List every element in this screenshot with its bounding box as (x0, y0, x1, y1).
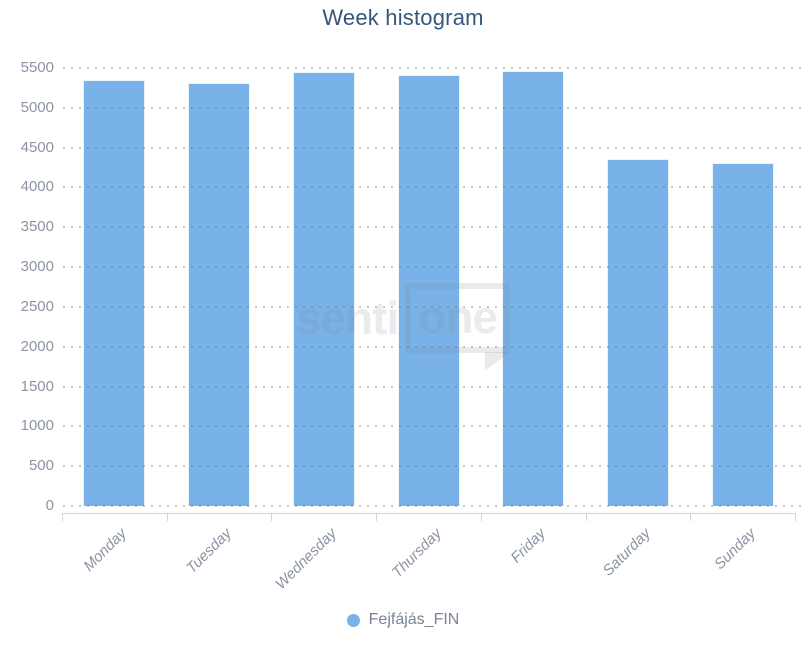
x-axis-label-saturday: Saturday (599, 525, 655, 580)
bar-wednesday[interactable] (293, 71, 355, 506)
gridline-1000 (63, 425, 802, 428)
y-axis-label-1500: 1500 (20, 377, 54, 395)
y-axis-label-4500: 4500 (20, 138, 54, 156)
legend-label: Fejfájás_FIN (368, 611, 460, 628)
x-axis-tick (271, 513, 272, 521)
gridline-0 (63, 505, 802, 507)
bar-saturday[interactable] (607, 159, 669, 506)
x-axis-label-tuesday: Tuesday (183, 525, 236, 577)
gridline-3500 (63, 226, 802, 229)
bar-tuesday[interactable] (188, 83, 250, 506)
gridline-5500 (63, 67, 802, 69)
gridline-500 (63, 465, 802, 468)
y-axis-label-4000: 4000 (20, 178, 54, 196)
y-axis-label-5500: 5500 (20, 59, 54, 76)
y-axis-label-0: 0 (45, 497, 54, 514)
y-axis-label-5000: 5000 (20, 98, 54, 116)
x-axis-label-sunday: Sunday (711, 525, 760, 573)
x-axis-label-thursday: Thursday (388, 525, 446, 582)
legend-marker-icon (346, 613, 360, 627)
legend-item-fejfajas-fin[interactable]: Fejfájás_FIN (0, 608, 806, 632)
y-axis-label-1000: 1000 (20, 417, 54, 435)
x-axis-tick (586, 513, 587, 521)
x-axis-tick (62, 513, 63, 521)
gridline-4000 (63, 186, 802, 189)
x-axis-tick (376, 513, 377, 521)
chart-title: Week histogram (322, 5, 484, 30)
y-axis-label-3000: 3000 (20, 258, 54, 276)
gridline-2000 (63, 345, 802, 348)
x-axis-tick (481, 513, 482, 521)
gridline-4500 (63, 146, 802, 149)
x-axis-line (62, 513, 796, 514)
bar-thursday[interactable] (398, 74, 460, 506)
x-axis-tick (167, 513, 168, 521)
gridline-3000 (63, 266, 802, 269)
x-axis-label-wednesday: Wednesday (272, 525, 341, 593)
bar-friday[interactable] (502, 70, 564, 506)
y-axis-label-2000: 2000 (20, 337, 54, 355)
x-axis-label-monday: Monday (80, 525, 131, 575)
x-axis-tick (795, 513, 796, 521)
y-axis-label-3500: 3500 (20, 218, 54, 236)
y-axis-label-500: 500 (28, 457, 54, 475)
x-axis-label-friday: Friday (507, 525, 550, 567)
bar-monday[interactable] (83, 79, 145, 506)
x-axis-tick (690, 513, 691, 521)
bar-sunday[interactable] (712, 163, 774, 506)
gridline-2500 (63, 305, 802, 308)
gridline-5000 (63, 106, 802, 109)
gridline-1500 (63, 385, 802, 388)
y-axis-label-2500: 2500 (20, 297, 54, 315)
